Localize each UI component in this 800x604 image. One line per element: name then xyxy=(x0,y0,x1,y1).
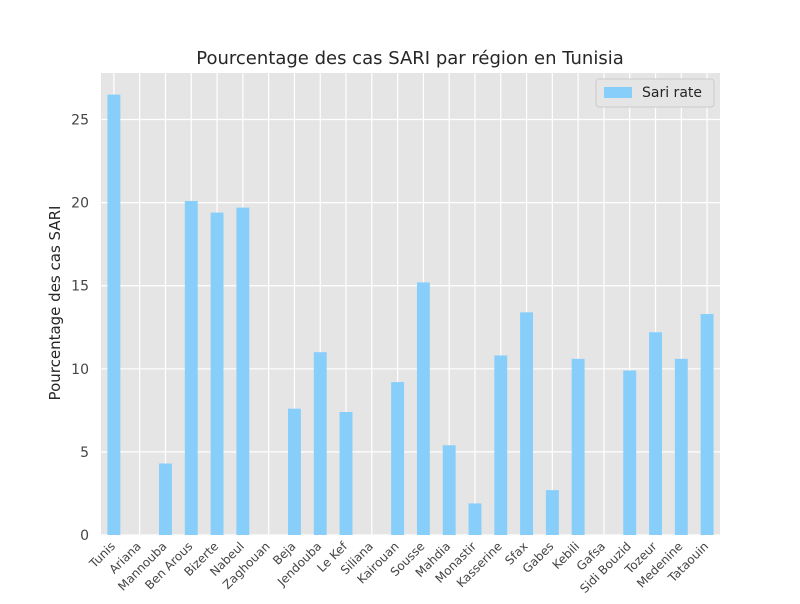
bar xyxy=(107,94,121,536)
legend-label: Sari rate xyxy=(642,85,702,101)
y-tick-label: 0 xyxy=(80,528,89,544)
y-axis-label: Pourcentage des cas SARI xyxy=(46,206,64,401)
legend-swatch xyxy=(604,87,632,98)
bar xyxy=(184,200,198,535)
plot-area xyxy=(101,73,720,535)
y-tick-label: 5 xyxy=(80,445,89,461)
bar xyxy=(468,503,482,535)
bar xyxy=(623,370,637,535)
bar xyxy=(520,312,534,535)
bar xyxy=(674,358,688,535)
bar xyxy=(236,207,250,535)
bar xyxy=(339,412,353,535)
y-tick-label: 15 xyxy=(71,279,89,295)
bar xyxy=(391,382,405,535)
bar xyxy=(649,332,662,535)
bar xyxy=(416,282,430,535)
y-tick-label: 20 xyxy=(71,196,89,212)
bar xyxy=(571,358,585,535)
y-tick-label: 10 xyxy=(71,362,89,378)
bar xyxy=(545,490,559,535)
bar xyxy=(442,445,456,535)
bar xyxy=(210,212,224,536)
chart-title: Pourcentage des cas SARI par région en T… xyxy=(196,48,623,69)
bar xyxy=(313,352,327,535)
y-tick-label: 25 xyxy=(71,113,89,129)
legend-box xyxy=(595,78,715,108)
bar xyxy=(700,313,714,535)
bar xyxy=(494,355,508,535)
bar xyxy=(287,408,301,535)
bar xyxy=(159,463,172,535)
